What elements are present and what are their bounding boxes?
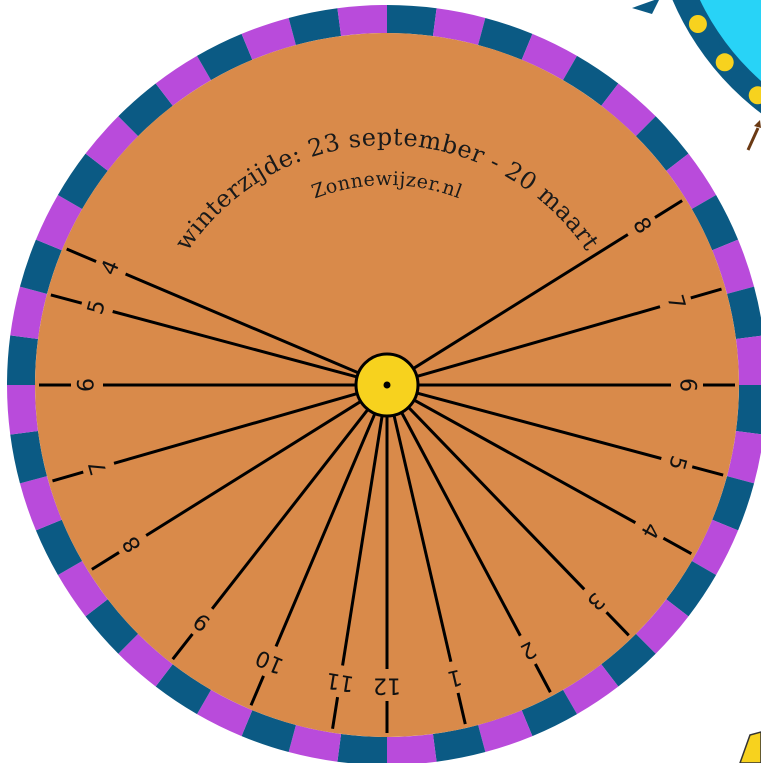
hour-line	[66, 247, 97, 263]
hour-line	[456, 692, 467, 725]
ring-segment	[35, 195, 83, 251]
ring-segment	[85, 599, 139, 654]
hour-line	[416, 305, 661, 378]
hour-label: 5	[83, 297, 111, 317]
ring-segment	[57, 153, 108, 209]
hour-label: 7	[661, 292, 689, 312]
ring-segment	[727, 286, 761, 340]
hour-label: 7	[85, 458, 113, 478]
ring-segment	[19, 476, 62, 531]
ring-segment	[197, 689, 253, 737]
ring-segment	[337, 5, 387, 37]
ring-segment	[691, 195, 739, 251]
ring-segment	[85, 116, 139, 171]
hour-line	[249, 675, 265, 706]
ring-segment	[7, 385, 39, 435]
hour-line	[400, 411, 522, 637]
ring-segment	[35, 519, 83, 575]
ring-segment	[155, 664, 211, 715]
ring-segment	[521, 33, 577, 81]
ring-segment	[337, 733, 387, 763]
corner-fragment-bottom-right	[739, 731, 761, 763]
ring-segment	[563, 55, 619, 106]
hour-line	[331, 696, 340, 729]
ring-segment	[57, 561, 108, 617]
ring-segment	[288, 8, 342, 45]
hour-line	[662, 536, 693, 556]
hour-line	[50, 293, 83, 305]
hour-line	[690, 287, 722, 300]
hour-line	[113, 392, 358, 465]
ring-segment	[10, 430, 47, 484]
hour-label: 1	[445, 664, 464, 692]
ring-segment	[601, 633, 656, 687]
hour-line	[341, 415, 384, 666]
hour-line	[124, 272, 360, 375]
hour-line	[171, 633, 194, 661]
ring-segment	[666, 561, 717, 617]
ring-segment	[10, 286, 47, 340]
ring-segment	[7, 335, 39, 385]
ring-segment	[735, 335, 761, 385]
gnomon-center-dot	[383, 381, 391, 389]
hour-line	[210, 408, 370, 610]
hour-line	[145, 400, 362, 537]
ring-segment	[727, 430, 761, 484]
ring-segment	[155, 55, 211, 106]
hour-lines	[39, 199, 735, 733]
hour-line	[407, 406, 586, 591]
hour-line	[534, 663, 552, 693]
hour-label: 5	[663, 453, 691, 473]
hour-line	[654, 199, 683, 219]
ring-segment	[691, 519, 739, 575]
ring-segment	[635, 599, 689, 654]
corner-fragment-top-right	[632, 0, 761, 151]
hour-line	[392, 414, 453, 663]
hour-line	[413, 398, 637, 524]
hour-line	[52, 470, 84, 483]
hour-line	[416, 391, 662, 460]
ring-segment	[241, 17, 296, 60]
ring-segment	[666, 153, 717, 209]
hour-line	[605, 611, 630, 637]
ring-segment	[635, 116, 689, 171]
ring-segment	[432, 725, 486, 762]
ring-segment	[478, 17, 533, 60]
ring-segment	[241, 710, 296, 753]
hour-label: 12	[373, 673, 401, 698]
ring-segment	[288, 725, 342, 762]
ring-segment	[521, 689, 577, 737]
ring-segment	[118, 633, 173, 687]
hour-line	[274, 412, 377, 648]
hour-label: 6	[675, 378, 700, 392]
ring-segment	[478, 710, 533, 753]
ring-segment	[601, 83, 656, 137]
ring-segment	[735, 385, 761, 435]
outer-ring	[7, 5, 761, 763]
ring-segment	[563, 664, 619, 715]
ring-segment	[712, 239, 755, 294]
ring-segment	[432, 8, 486, 45]
hour-line	[112, 310, 358, 379]
ring-segment	[387, 733, 437, 763]
ring-segment	[118, 83, 173, 137]
ring-segment	[197, 33, 253, 81]
hour-label: 11	[324, 667, 356, 696]
hour-line	[412, 233, 629, 370]
ring-segment	[19, 239, 62, 294]
ring-segment	[712, 476, 755, 531]
hour-line	[691, 465, 724, 477]
hour-line	[91, 551, 120, 571]
hour-label: 6	[75, 378, 100, 392]
ring-segment	[387, 5, 437, 37]
